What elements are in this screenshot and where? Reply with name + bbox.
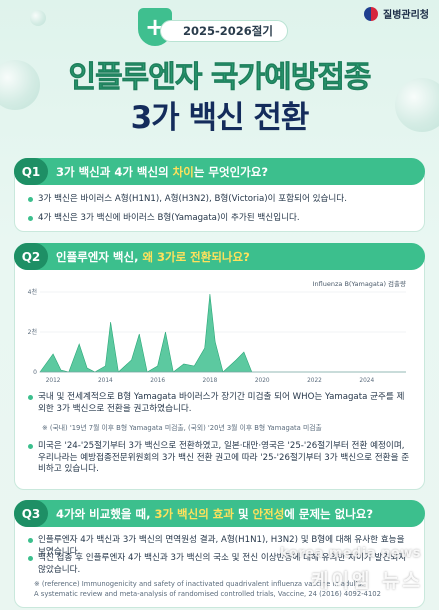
x-tick-label: 2014 xyxy=(98,378,113,384)
x-tick-label: 2012 xyxy=(46,378,61,384)
season-badge: 2025-2026절기 xyxy=(160,20,288,42)
bullet-dot xyxy=(28,556,33,561)
q3-bullet-2: 백신 접종 후 인플루엔자 4가 백신과 3가 백신의 국소 및 전신 이상반응… xyxy=(28,553,412,576)
x-tick-label: 2022 xyxy=(307,378,322,384)
bullet-dot xyxy=(28,538,33,543)
y-tick-label: 2천 xyxy=(28,328,37,336)
series-area xyxy=(39,293,406,373)
q2-header: Q2 인플루엔자 백신, 왜 3가로 전환되나요? xyxy=(14,243,425,270)
yamagata-detection-chart: Influenza B(Yamagata) 검출량 4천 2천 0 2012 2014 20… xyxy=(28,279,406,384)
page-title-line2: 3가 백신 전환 xyxy=(130,100,310,136)
agency-name: 질병관리청 xyxy=(383,10,429,21)
virus-illustration-right xyxy=(395,78,439,132)
q3-bullet-1: 인플루엔자 4가 백신과 3가 백신의 면역원성 결과, A형(H1N1), H… xyxy=(28,535,412,558)
bullet-dot xyxy=(28,395,33,400)
q2-bullet-1: 국내 및 전세계적으로 B형 Yamagata 바이러스가 장기간 미검출 되어… xyxy=(28,392,412,415)
virus-illustration-left xyxy=(0,60,40,110)
q2-badge: Q2 xyxy=(14,243,48,270)
bullet-dot xyxy=(28,197,33,202)
taegeuk-icon xyxy=(364,6,378,21)
q3-header: Q3 4가와 비교했을 때, 3가 백신의 효과 및 안전성에 문제는 없나요? xyxy=(14,500,425,527)
bullet-dot xyxy=(28,444,33,449)
q3-badge: Q3 xyxy=(14,500,48,527)
q3-reference-line1: ※ (reference) Immunogenicity and safety … xyxy=(34,580,364,588)
y-tick-label: 0 xyxy=(33,369,37,376)
q3-reference-line2: A systematic review and meta-analysis of… xyxy=(34,590,381,598)
q2-question: 인플루엔자 백신, 왜 3가로 전환되나요? xyxy=(56,249,250,264)
x-tick-label: 2016 xyxy=(150,378,165,384)
chart-title: Influenza B(Yamagata) 검출량 xyxy=(313,279,406,288)
q1-badge: Q1 xyxy=(14,158,48,185)
q2-bullet-2: 미국은 '24-'25절기부터 3가 백신으로 전환하였고, 일본·대만·영국은… xyxy=(28,441,412,476)
q3-question: 4가와 비교했을 때, 3가 백신의 효과 및 안전성에 문제는 없나요? xyxy=(56,506,374,521)
agency-logo: 질병관리청 xyxy=(364,6,429,21)
q2-note: ※ (국내) '19년 7월 이후 B형 Yamagata 미검출, (국외) … xyxy=(42,424,322,432)
watermark-english: korea media news xyxy=(280,546,421,561)
bullet-dot xyxy=(28,216,33,221)
y-tick-label: 4천 xyxy=(28,288,37,296)
q1-header: Q1 3가 백신과 4가 백신의 차이는 무엇인가요? xyxy=(14,158,425,185)
x-tick-label: 2024 xyxy=(359,378,374,384)
q1-question: 3가 백신과 4가 백신의 차이는 무엇인가요? xyxy=(56,164,268,179)
virus-illustration-small xyxy=(30,10,46,26)
page-title-line1: 인플루엔자 국가예방접종 xyxy=(68,60,372,96)
q1-bullet-1: 3가 백신은 바이러스 A형(H1N1), A형(H3N2), B형(Victo… xyxy=(28,194,418,206)
x-tick-label: 2020 xyxy=(255,378,270,384)
x-tick-label: 2018 xyxy=(203,378,218,384)
watermark-korean: 케이엠 뉴스 xyxy=(310,570,423,592)
q1-bullet-2: 4가 백신은 3가 백신에 바이러스 B형(Yamagata)이 추가된 백신입… xyxy=(28,213,418,225)
